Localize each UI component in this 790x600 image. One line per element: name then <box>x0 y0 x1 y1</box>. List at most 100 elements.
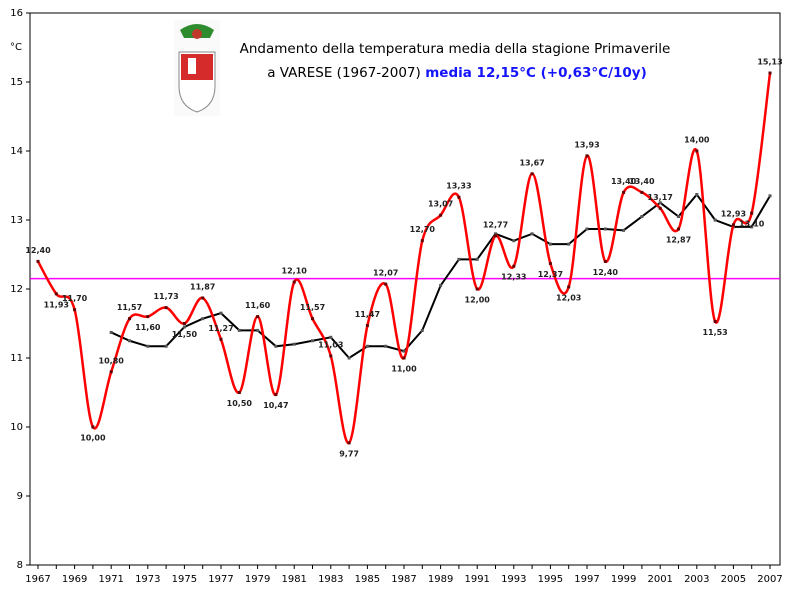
data-label: 13,67 <box>519 158 544 167</box>
chart-title: Andamento della temperatura media della … <box>240 41 671 57</box>
data-label: 12,10 <box>282 267 308 276</box>
x-tick-label: 2005 <box>721 574 746 585</box>
point <box>292 342 296 346</box>
point <box>182 322 186 325</box>
point <box>457 195 461 199</box>
data-label: 12,77 <box>483 220 508 229</box>
point <box>768 71 772 75</box>
data-label: 13,17 <box>648 193 673 202</box>
point <box>677 215 680 219</box>
y-tick-label: 9 <box>17 491 23 502</box>
point <box>658 201 662 205</box>
point <box>567 242 571 246</box>
point <box>146 344 150 348</box>
data-label: 15,13 <box>757 58 782 67</box>
point <box>201 296 205 300</box>
point <box>695 149 699 153</box>
data-label: 12,33 <box>501 273 526 282</box>
data-label: 13,93 <box>574 140 599 149</box>
data-label: 12,07 <box>373 269 398 278</box>
x-tick-label: 1989 <box>428 574 453 585</box>
data-label: 11,73 <box>153 292 178 301</box>
y-tick-label: 12 <box>10 284 23 295</box>
point <box>164 306 168 310</box>
data-label: 12,40 <box>593 268 619 277</box>
y-tick-label: 10 <box>10 422 23 433</box>
data-label: 12,03 <box>556 293 581 302</box>
y-tick-label: 15 <box>10 77 23 88</box>
point <box>603 227 607 231</box>
point <box>494 234 497 238</box>
point <box>439 213 443 217</box>
chart-subtitle: a VARESE (1967-2007) <box>267 65 421 81</box>
point <box>457 257 461 261</box>
data-label: 10,47 <box>263 401 288 410</box>
point <box>402 356 406 360</box>
point <box>548 261 552 265</box>
annotation: media 12,15°C (+0,63°C/10y) <box>425 65 647 81</box>
point <box>640 190 644 194</box>
point <box>347 441 351 445</box>
point <box>274 393 278 397</box>
data-label: 11,50 <box>172 330 198 339</box>
point <box>292 280 296 284</box>
point <box>347 356 351 360</box>
data-label: 10,50 <box>227 399 253 408</box>
data-label: 11,53 <box>702 328 727 337</box>
data-label: 11,47 <box>355 310 380 319</box>
point <box>91 425 95 429</box>
point <box>439 284 443 288</box>
x-tick-label: 1981 <box>281 574 306 585</box>
point <box>329 335 333 339</box>
data-label: 12,40 <box>25 246 51 255</box>
point <box>713 218 717 222</box>
point <box>622 228 626 232</box>
data-label: 11,57 <box>300 303 325 312</box>
point <box>146 315 150 319</box>
data-label: 12,70 <box>410 225 436 234</box>
point <box>750 211 754 215</box>
point <box>475 257 479 261</box>
x-tick-label: 1997 <box>574 574 599 585</box>
data-label: 11,03 <box>318 340 343 349</box>
point <box>548 242 552 246</box>
data-label: 12,87 <box>666 235 691 244</box>
point <box>329 354 333 358</box>
point <box>311 317 314 321</box>
point <box>402 349 406 353</box>
point <box>365 344 369 348</box>
point <box>603 259 607 263</box>
data-label: 11,60 <box>135 323 161 332</box>
point <box>274 344 278 348</box>
data-label: 13,10 <box>739 220 765 229</box>
data-label: 11,60 <box>245 301 271 310</box>
point <box>622 190 626 194</box>
y-tick-label: 14 <box>10 146 23 157</box>
x-tick-label: 1967 <box>25 574 50 585</box>
x-tick-label: 1995 <box>538 574 563 585</box>
x-tick-label: 1983 <box>318 574 343 585</box>
data-label: 12,37 <box>538 270 563 279</box>
data-label: 11,27 <box>208 324 233 333</box>
point <box>512 239 516 243</box>
data-label: 14,00 <box>684 136 710 145</box>
point <box>109 330 113 334</box>
point <box>713 319 717 323</box>
point <box>585 227 589 231</box>
y-axis-label: °C <box>10 42 22 53</box>
data-label: 13,33 <box>446 182 471 191</box>
data-label: 11,57 <box>117 303 142 312</box>
data-label: 13,07 <box>428 200 453 209</box>
point <box>237 391 241 394</box>
x-tick-label: 1977 <box>208 574 233 585</box>
data-label: 11,93 <box>44 300 69 309</box>
x-tick-label: 2001 <box>647 574 672 585</box>
data-label: 11,70 <box>62 294 88 303</box>
x-tick-label: 1973 <box>135 574 160 585</box>
x-tick-label: 1993 <box>501 574 526 585</box>
data-label: 9,77 <box>339 449 359 458</box>
point <box>128 317 131 321</box>
point <box>640 215 644 219</box>
point <box>73 308 77 312</box>
point <box>219 337 223 341</box>
